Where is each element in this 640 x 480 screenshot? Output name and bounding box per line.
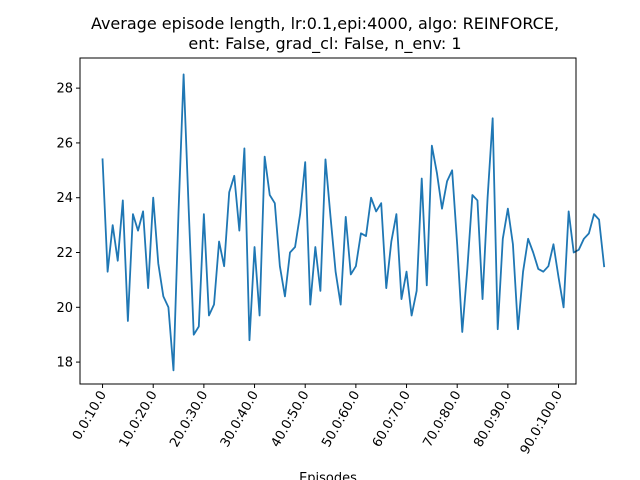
series-line-0 xyxy=(101,73,606,372)
x-tick-label: 20.0:30.0 xyxy=(167,389,211,450)
y-tick-label: 24 xyxy=(56,191,73,206)
x-axis: 0.0:10.0 10.0:20.0 20.0:30.0 30.0:40.0 40.0:… xyxy=(70,384,566,457)
y-tick-label: 22 xyxy=(56,246,73,261)
x-tick-label: 80.0:90.0 xyxy=(471,389,515,450)
x-tick-label: 70.0:80.0 xyxy=(421,389,465,450)
y-axis: 18 20 22 24 26 28 xyxy=(56,82,80,371)
x-tick-label: 30.0:40.0 xyxy=(218,389,262,450)
x-tick-label: 60.0:70.0 xyxy=(370,389,414,450)
x-tick-label: 90.0:100.0 xyxy=(518,389,566,458)
chart-title-line-1: Average episode length, lr:0.1,epi:4000,… xyxy=(91,14,559,33)
x-tick-label: 40.0:50.0 xyxy=(269,389,313,450)
x-axis-label: Episodes xyxy=(299,471,357,480)
x-tick-label: 50.0:60.0 xyxy=(319,389,363,450)
plot-frame xyxy=(79,57,577,385)
plot-area xyxy=(79,57,606,385)
y-tick-label: 28 xyxy=(56,82,73,97)
y-tick-label: 18 xyxy=(56,356,73,371)
y-tick-label: 20 xyxy=(56,301,73,316)
x-tick-label: 0.0:10.0 xyxy=(70,389,110,443)
x-tick-label: 10.0:20.0 xyxy=(117,389,161,450)
chart-title-line-2: ent: False, grad_cl: False, n_env: 1 xyxy=(188,34,461,54)
chart-title: Average episode length, lr:0.1,epi:4000,… xyxy=(91,14,559,54)
y-tick-label: 26 xyxy=(56,136,73,151)
